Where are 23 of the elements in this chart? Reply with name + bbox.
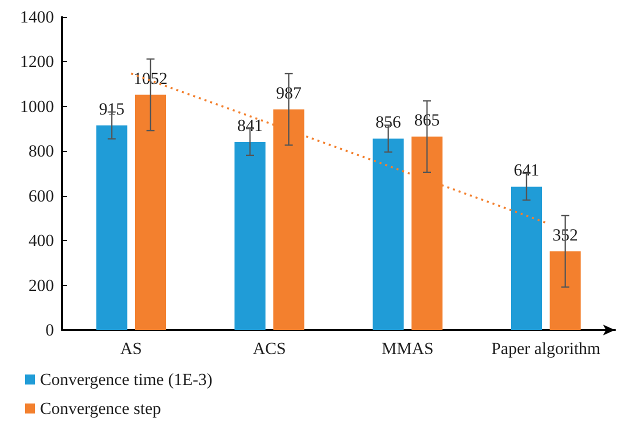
bar [135,94,166,330]
legend-label: Convergence step [40,399,162,418]
y-tick-label: 800 [28,142,54,161]
bar [511,186,542,330]
x-tick-label: ACS [252,339,286,358]
data-label: 856 [376,112,401,132]
bar [96,125,128,330]
x-tick-label: Paper algorithm [491,339,600,358]
y-tick-label: 1200 [20,52,54,72]
y-tick-label: 1000 [20,96,54,116]
legend-label: Convergence time (1E-3) [40,370,212,389]
bar [234,142,266,330]
y-tick-label: 1400 [20,8,54,26]
y-tick-label: 600 [28,186,54,206]
y-tick-label: 400 [28,231,54,250]
bar [550,251,581,330]
bar [372,138,404,330]
x-tick-label: MMAS [382,339,434,358]
y-tick-label: 200 [28,276,54,295]
x-tick-label: AS [120,339,142,358]
y-tick-label: 0 [46,320,54,340]
data-label: 915 [99,99,124,118]
data-label: 641 [514,160,540,180]
